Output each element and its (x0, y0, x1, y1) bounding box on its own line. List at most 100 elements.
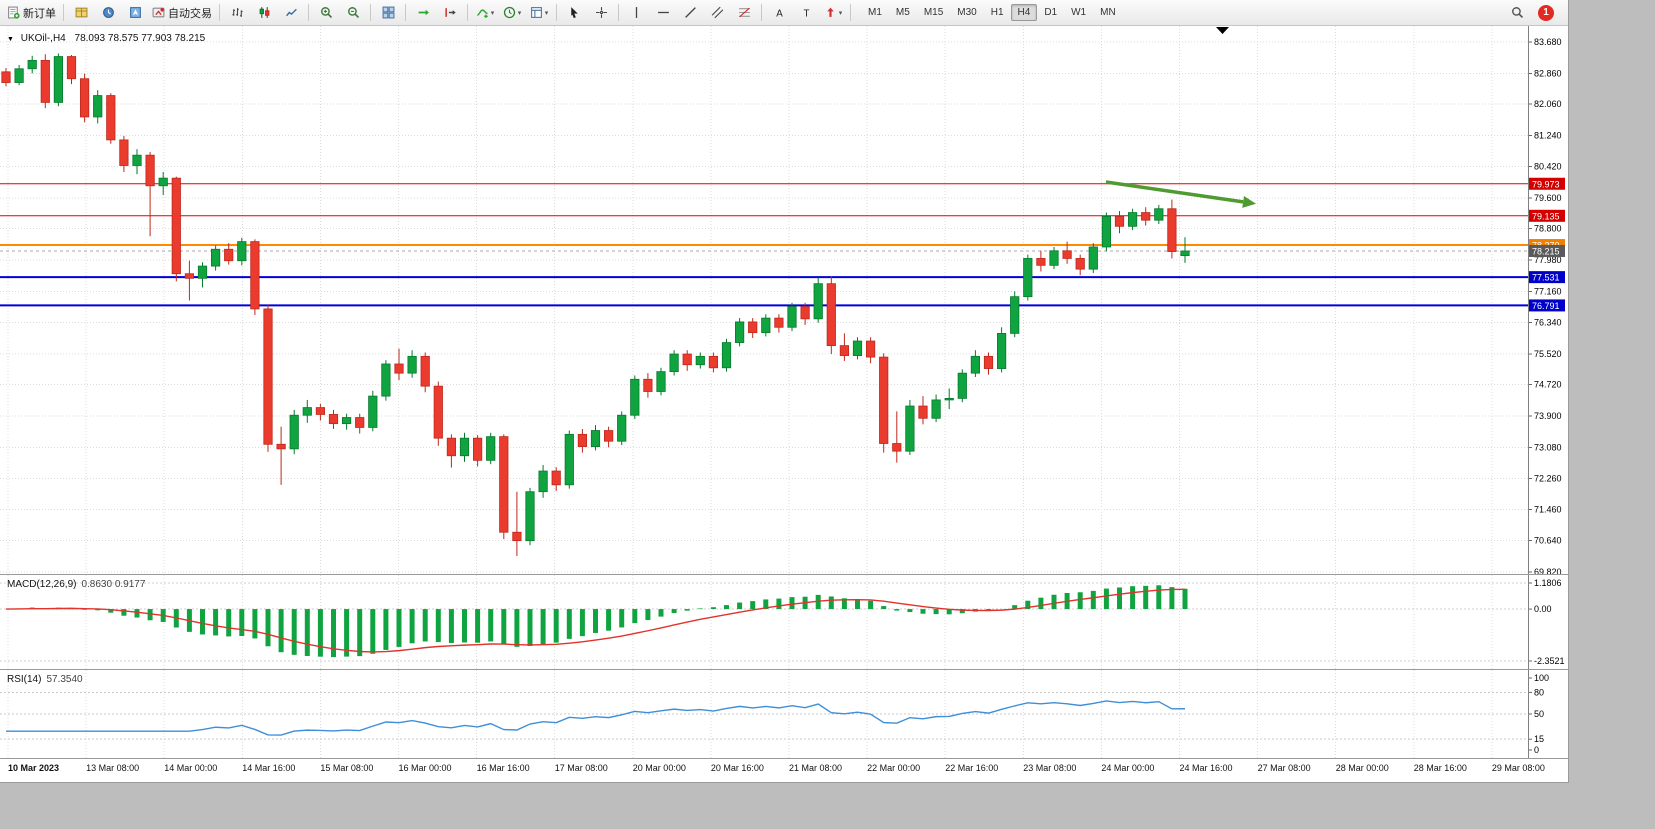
candle (931, 399, 941, 419)
zoom-out-button[interactable] (340, 2, 366, 24)
main-chart-svg[interactable]: 83.680 82.860 82.060 81.240 80.420 79.600 78.8… (0, 26, 1568, 574)
cursor-button[interactable] (561, 2, 587, 24)
candle (66, 56, 77, 80)
text-button[interactable]: A (766, 2, 792, 24)
candle (184, 273, 194, 279)
periods-button[interactable] (499, 2, 525, 24)
candle (197, 265, 208, 279)
trend-arrow-object[interactable] (1105, 180, 1244, 204)
candle (852, 340, 863, 356)
autotrading-button[interactable]: 自动交易 (149, 2, 215, 24)
timeframe-m5[interactable]: M5 (895, 7, 910, 18)
timeframe-m30[interactable]: M30 (957, 7, 977, 18)
time-axis-label: 20 Mar 00:00 (632, 763, 686, 773)
timeframe-h4[interactable]: H4 (1010, 4, 1038, 21)
templates-button[interactable] (526, 2, 552, 24)
macd-bar (697, 608, 703, 610)
candle (866, 340, 876, 358)
navigator-button[interactable] (122, 2, 148, 24)
market-watch-icon (102, 6, 115, 19)
zoom-out-icon (347, 6, 360, 19)
new-order-button[interactable]: 新订单 (4, 2, 59, 24)
candle (1075, 258, 1085, 270)
candle (381, 363, 391, 397)
price-tag (1529, 177, 1565, 190)
bar-chart-button[interactable] (224, 2, 250, 24)
text-icon: A (773, 6, 786, 19)
time-axis-label: 28 Mar 16:00 (1413, 763, 1467, 773)
channel-button[interactable] (704, 2, 730, 24)
auto-scroll-button[interactable] (410, 2, 436, 24)
candle (446, 437, 457, 457)
timeframe-mn[interactable]: MN (1100, 7, 1116, 18)
fibonacci-button[interactable] (731, 2, 757, 24)
timeframe-d1[interactable]: D1 (1044, 7, 1058, 18)
rsi-panel[interactable]: RSI(14) 57.3540 100 80 50 15 0 (0, 670, 1568, 759)
templates-icon (530, 6, 543, 19)
autotrading-icon (152, 6, 165, 19)
crosshair-button[interactable] (588, 2, 614, 24)
zoom-in-button[interactable] (313, 2, 339, 24)
vertical-line-icon (630, 6, 643, 19)
macd-bar (789, 597, 795, 610)
candle (735, 321, 745, 343)
rsi-svg[interactable]: 100 80 50 150 (0, 670, 1568, 758)
candle (813, 283, 823, 320)
macd-bar (239, 609, 245, 636)
candle (341, 417, 352, 425)
tile-windows-icon (382, 6, 395, 19)
toolbar-separator (405, 4, 406, 21)
macd-bar (1051, 594, 1057, 610)
toolbar-separator (63, 4, 64, 21)
trend-arrow-head[interactable] (1242, 195, 1256, 208)
periods-icon (503, 6, 516, 19)
candle (1010, 296, 1020, 334)
horizontal-line-button[interactable] (650, 2, 676, 24)
vertical-line-button[interactable] (623, 2, 649, 24)
candle (1, 71, 11, 83)
tile-windows-button[interactable] (375, 2, 401, 24)
label-button[interactable]: T (793, 2, 819, 24)
macd-bar (488, 609, 494, 642)
candle (708, 355, 719, 369)
time-axis[interactable]: 10 Mar 2023 13 Mar 08:00 14 Mar 00:00 14 Ma… (0, 759, 1568, 780)
candle (486, 436, 496, 461)
svg-text:78.800: 78.800 (1534, 224, 1562, 234)
timeframe-w1[interactable]: W1 (1071, 7, 1087, 18)
rsi-header: RSI(14) 57.3540 (7, 674, 83, 685)
macd-bar (579, 609, 585, 637)
main-chart-panel[interactable]: ▼ UKOil-,H4 78.093 78.575 77.903 78.215 … (0, 26, 1568, 575)
candle (512, 531, 522, 542)
notification-badge[interactable]: 1 (1538, 4, 1554, 21)
svg-text:1.1806: 1.1806 (1534, 578, 1562, 588)
timeframe-h1[interactable]: H1 (990, 7, 1004, 18)
candle (997, 332, 1007, 369)
chart-shift-button[interactable] (437, 2, 463, 24)
candlestick-chart-button[interactable] (251, 2, 277, 24)
search-button[interactable] (1504, 2, 1530, 24)
chart-shift-marker[interactable] (1216, 27, 1229, 34)
candle (459, 437, 470, 457)
charts-grid-button[interactable] (68, 2, 94, 24)
line-chart-button[interactable] (278, 2, 304, 24)
line-chart-icon (285, 6, 298, 19)
arrows-button[interactable] (820, 2, 846, 24)
rsi-label: RSI(14) (7, 674, 42, 685)
indicators-button[interactable] (472, 2, 498, 24)
toolbar-separator (618, 4, 619, 21)
macd-bar (1077, 592, 1083, 610)
macd-bar (815, 594, 821, 610)
autotrading-label: 自动交易 (168, 7, 212, 20)
timeframe-m1[interactable]: M1 (868, 7, 882, 18)
candle (564, 433, 574, 486)
svg-text:77.531: 77.531 (1532, 273, 1560, 283)
trendline-button[interactable] (677, 2, 703, 24)
macd-svg[interactable]: 1.1806 0.00 -2.3521 (0, 575, 1568, 669)
candle (93, 95, 103, 118)
svg-text:15: 15 (1534, 734, 1544, 744)
dropdown-arrow-icon[interactable]: ▼ (7, 36, 14, 43)
macd-panel[interactable]: MACD(12,26,9) 0.8630 0.9177 1.1806 0.00 -2.… (0, 575, 1568, 670)
market-watch-button[interactable] (95, 2, 121, 24)
timeframe-m15[interactable]: M15 (923, 7, 944, 18)
macd-bar (82, 609, 88, 610)
